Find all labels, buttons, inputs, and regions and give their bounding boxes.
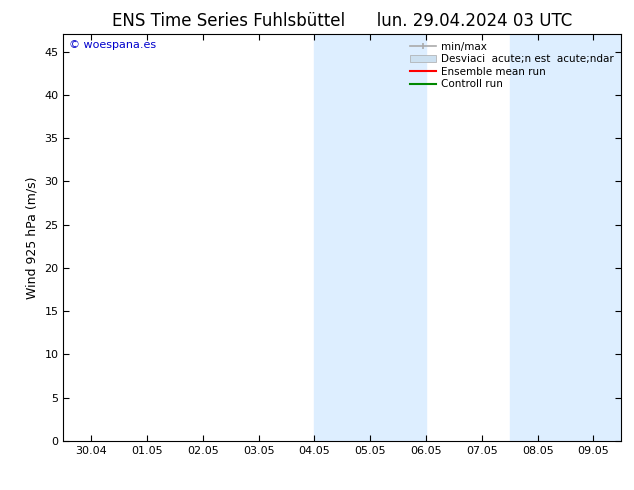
Legend: min/max, Desviaci  acute;n est  acute;ndar, Ensemble mean run, Controll run: min/max, Desviaci acute;n est acute;ndar… (406, 37, 618, 94)
Title: ENS Time Series Fuhlsbüttel      lun. 29.04.2024 03 UTC: ENS Time Series Fuhlsbüttel lun. 29.04.2… (112, 12, 573, 30)
Y-axis label: Wind 925 hPa (m/s): Wind 925 hPa (m/s) (26, 176, 39, 299)
Text: © woespana.es: © woespana.es (69, 40, 156, 50)
Bar (314, 34, 426, 441)
Bar (510, 34, 621, 441)
